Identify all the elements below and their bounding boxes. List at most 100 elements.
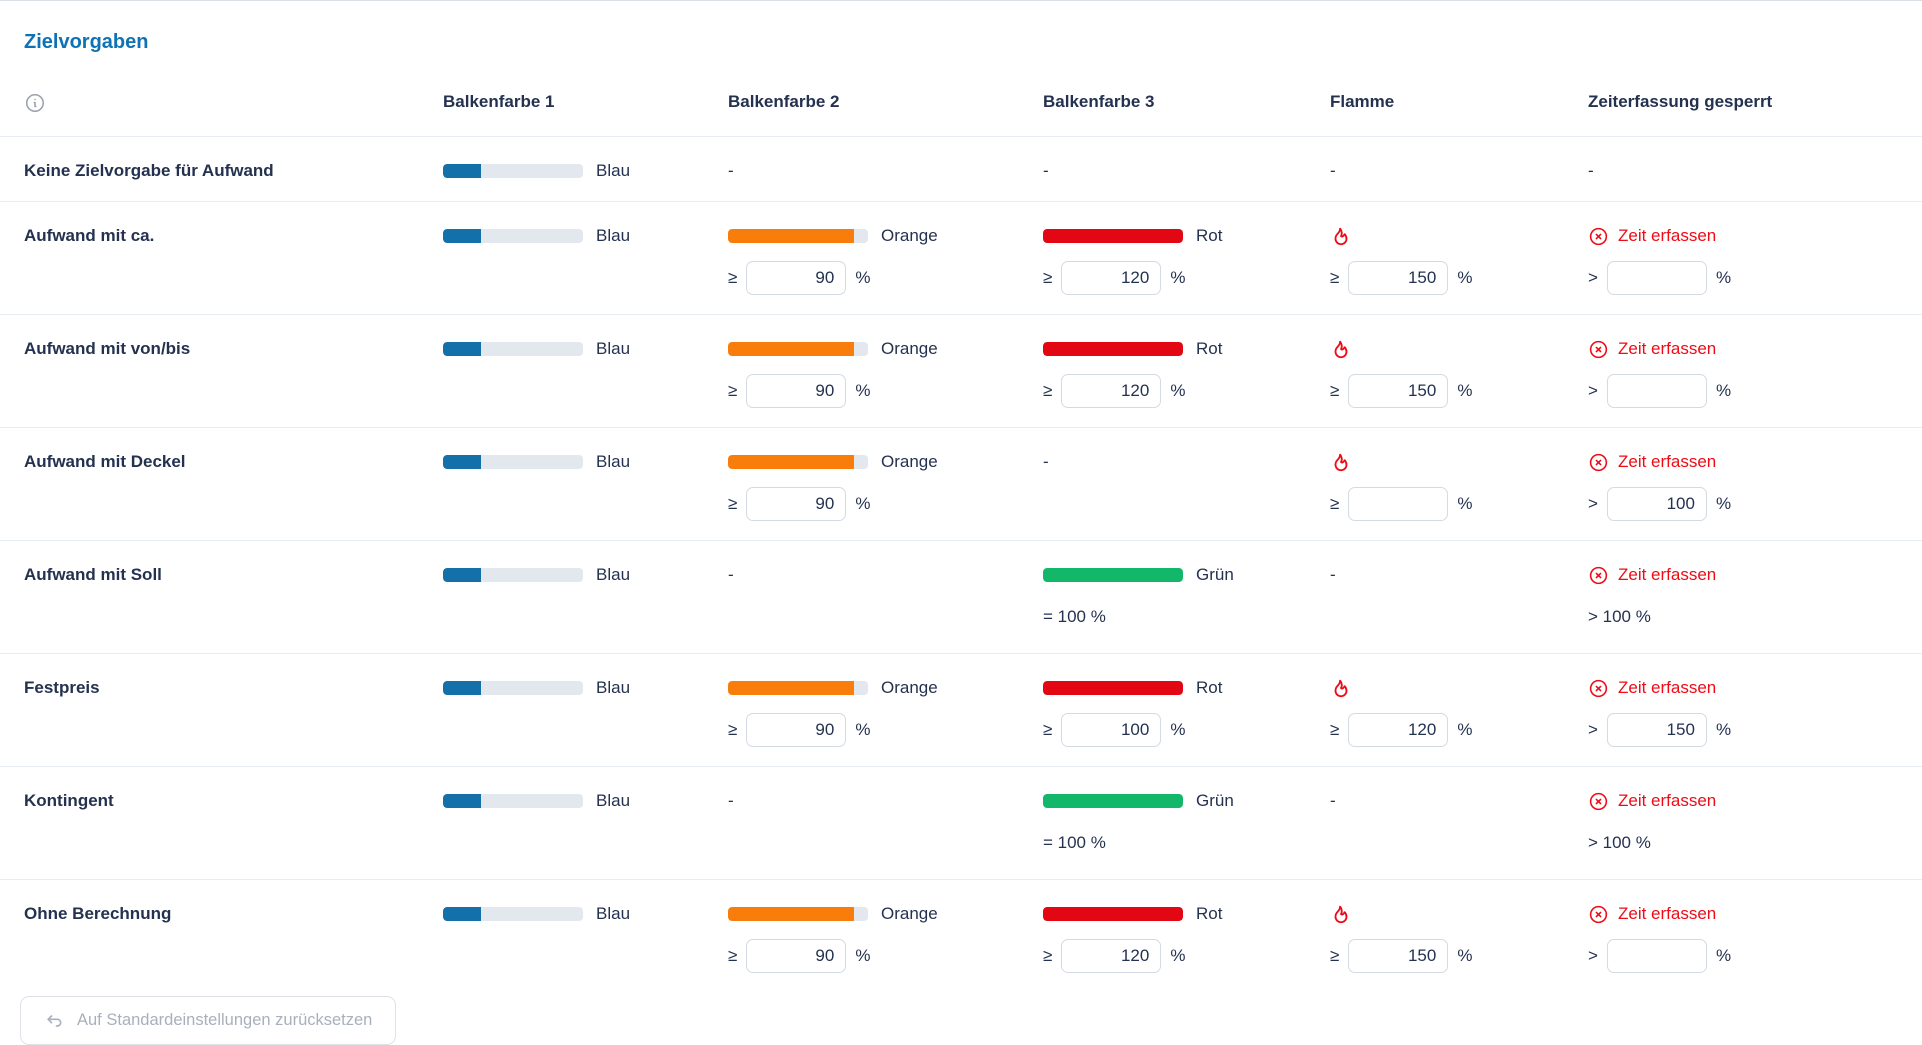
balkenfarbe-2-threshold-input[interactable] [746, 261, 847, 295]
progress-bar-sample [443, 229, 583, 243]
threshold-row: ≥% [1043, 374, 1330, 408]
balkenfarbe-2-cell: - [728, 564, 1043, 586]
flamme-cell: ≥% [1330, 225, 1588, 295]
comparison-operator: ≥ [1330, 494, 1340, 513]
zeiterfassung-threshold-input[interactable] [1606, 374, 1707, 408]
bar-preview-line: Rot [1043, 338, 1330, 360]
progress-bar-sample [443, 681, 583, 695]
comparison-operator: ≥ [1043, 946, 1053, 965]
threshold-row: ≥% [728, 713, 1043, 747]
flame-line [1330, 338, 1588, 360]
balkenfarbe-2-cell: Orange ≥% [728, 225, 1043, 295]
circle-x-icon [1588, 904, 1609, 925]
row-name: Aufwand mit Deckel [24, 452, 186, 471]
time-locked-label: Zeit erfassen [1618, 452, 1717, 471]
zeiterfassung-threshold-input[interactable] [1606, 713, 1707, 747]
progress-bar-fill [443, 164, 481, 178]
progress-bar-sample [1043, 568, 1183, 582]
threshold-row: ≥% [1330, 374, 1588, 408]
progress-bar-sample [443, 342, 583, 356]
progress-bar-sample [443, 455, 583, 469]
bar-preview-line: Blau [443, 225, 728, 247]
flamme-threshold-input[interactable] [1348, 713, 1449, 747]
percent-sign: % [1170, 268, 1186, 287]
balkenfarbe-1-cell: Blau [443, 225, 728, 247]
empty-value: - [1043, 160, 1330, 182]
balkenfarbe-3-threshold-input[interactable] [1061, 374, 1162, 408]
bar-preview-line: Orange [728, 338, 1043, 360]
bar-color-label: Grün [1196, 791, 1234, 810]
balkenfarbe-2-threshold-input[interactable] [746, 713, 847, 747]
zeiterfassung-threshold-input[interactable] [1606, 939, 1707, 973]
row-name: Aufwand mit Soll [24, 565, 162, 584]
balkenfarbe-3-threshold-input[interactable] [1061, 939, 1162, 973]
zeiterfassung-threshold-input[interactable] [1606, 487, 1707, 521]
static-threshold-text: = 100 % [1043, 833, 1106, 852]
percent-sign: % [1170, 720, 1186, 739]
balkenfarbe-1-cell: Blau [443, 160, 728, 182]
balkenfarbe-3-cell: Rot ≥% [1043, 338, 1330, 408]
zeiterfassung-threshold-input[interactable] [1606, 261, 1707, 295]
flamme-threshold-input[interactable] [1348, 939, 1449, 973]
progress-bar-fill [1043, 229, 1183, 243]
progress-bar-sample [443, 907, 583, 921]
info-circle-icon[interactable] [24, 92, 443, 114]
bar-color-label: Orange [881, 678, 938, 697]
progress-bar-fill [443, 794, 481, 808]
progress-bar-sample [443, 568, 583, 582]
balkenfarbe-3-cell: Rot ≥% [1043, 225, 1330, 295]
zeiterfassung-cell: Zeit erfassen >% [1588, 677, 1898, 747]
balkenfarbe-3-threshold-input[interactable] [1061, 261, 1162, 295]
comparison-operator: > [1588, 268, 1598, 287]
comparison-operator: > [1588, 381, 1598, 400]
reset-to-defaults-button[interactable]: Auf Standardeinstellungen zurücksetzen [20, 996, 397, 1045]
percent-sign: % [855, 381, 871, 400]
time-locked-label: Zeit erfassen [1618, 904, 1717, 923]
balkenfarbe-2-threshold-input[interactable] [746, 374, 847, 408]
flamme-threshold-input[interactable] [1348, 487, 1449, 521]
time-locked-label: Zeit erfassen [1618, 678, 1717, 697]
time-locked-label: Zeit erfassen [1618, 339, 1717, 358]
zeiterfassung-cell: - [1588, 160, 1898, 182]
progress-bar-sample [1043, 681, 1183, 695]
balkenfarbe-1-cell: Blau [443, 451, 728, 473]
row-name: Kontingent [24, 791, 114, 810]
progress-bar-fill [443, 568, 481, 582]
flamme-threshold-input[interactable] [1348, 374, 1449, 408]
header-zeiterfassung-gesperrt: Zeiterfassung gesperrt [1588, 92, 1773, 111]
balkenfarbe-2-threshold-input[interactable] [746, 939, 847, 973]
flame-icon [1330, 338, 1352, 360]
comparison-operator: > [1588, 720, 1598, 739]
progress-bar-fill [728, 681, 854, 695]
bar-preview-line: Blau [443, 677, 728, 699]
progress-bar-sample [1043, 907, 1183, 921]
balkenfarbe-1-cell: Blau [443, 677, 728, 699]
dash-placeholder: - [728, 161, 734, 180]
row-name: Ohne Berechnung [24, 904, 172, 923]
balkenfarbe-2-cell: Orange ≥% [728, 903, 1043, 973]
threshold-row: ≥% [728, 374, 1043, 408]
balkenfarbe-2-cell: - [728, 790, 1043, 812]
row-name: Keine Zielvorgabe für Aufwand [24, 161, 274, 180]
percent-sign: % [855, 494, 871, 513]
bar-preview-line: Blau [443, 903, 728, 925]
bar-color-label: Blau [596, 904, 631, 923]
comparison-operator: ≥ [1330, 720, 1340, 739]
bar-color-label: Grün [1196, 565, 1234, 584]
progress-bar-sample [1043, 342, 1183, 356]
balkenfarbe-1-cell: Blau [443, 790, 728, 812]
flamme-threshold-input[interactable] [1348, 261, 1449, 295]
bar-color-label: Rot [1196, 339, 1223, 358]
balkenfarbe-3-threshold-input[interactable] [1061, 713, 1162, 747]
percent-sign: % [1715, 494, 1732, 513]
balkenfarbe-2-threshold-input[interactable] [746, 487, 847, 521]
comparison-operator: ≥ [1043, 381, 1053, 400]
threshold-row: ≥% [1043, 939, 1330, 973]
flame-icon [1330, 903, 1352, 925]
comparison-operator: > [1588, 494, 1598, 513]
percent-sign: % [1457, 720, 1473, 739]
time-locked-label: Zeit erfassen [1618, 226, 1717, 245]
progress-bar-sample [728, 681, 868, 695]
